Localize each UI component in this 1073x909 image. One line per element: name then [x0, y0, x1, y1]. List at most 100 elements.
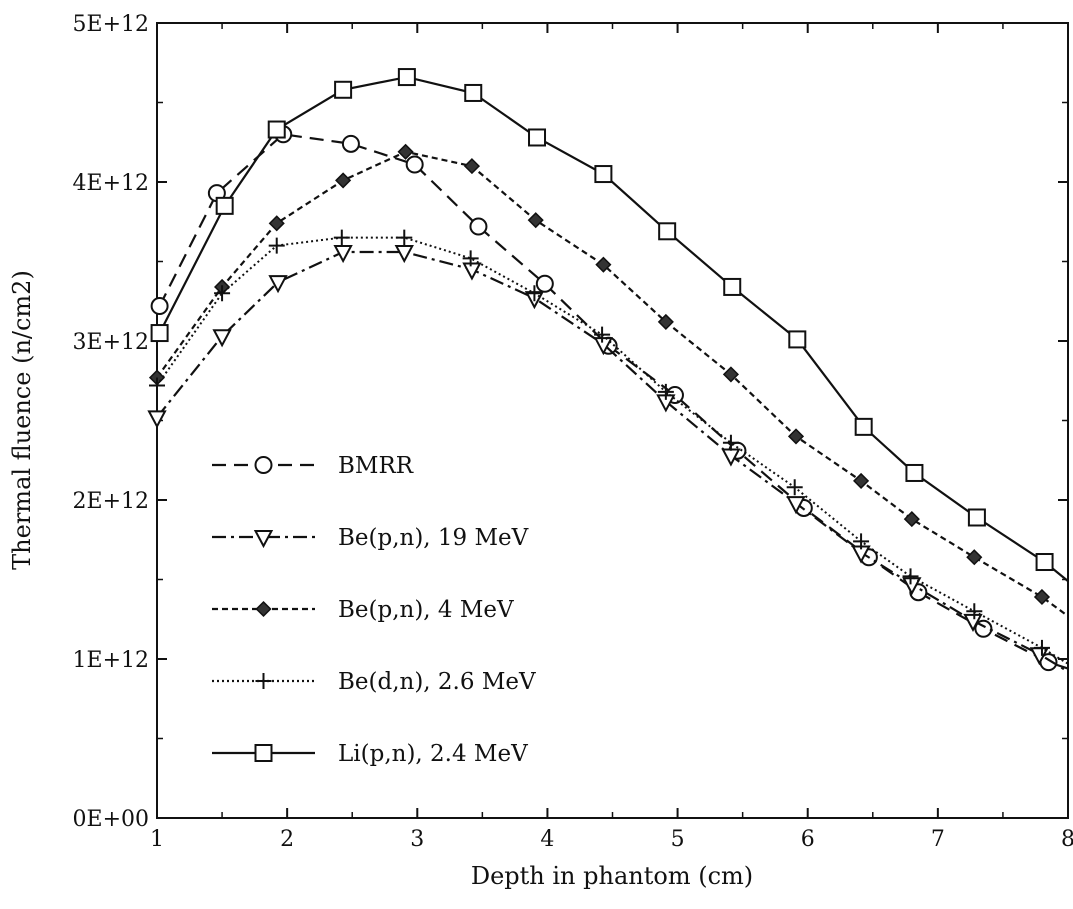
legend-label: Be(p,n), 4 MeV — [338, 597, 514, 623]
data-point — [658, 222, 677, 241]
y-tick-label: 3E+12 — [73, 330, 149, 355]
legend-label: Be(d,n), 2.6 MeV — [338, 669, 536, 695]
legend-item: Li(p,n), 2.4 MeV — [212, 741, 528, 767]
data-point — [396, 229, 413, 246]
data-point — [335, 172, 352, 189]
series-line — [156, 250, 1069, 673]
data-point — [963, 613, 983, 632]
x-axis-label: Depth in phantom (cm) — [471, 862, 753, 890]
series-4 — [149, 229, 1069, 665]
series-line — [158, 133, 1069, 670]
legend: BMRR Be(p,n), 19 MeV Be(p,n), 4 MeV Be(d,n)… — [212, 453, 536, 767]
x-tick-label: 2 — [280, 827, 294, 852]
legend-marker — [255, 600, 272, 618]
x-tick-label: 7 — [931, 827, 945, 852]
data-point — [967, 508, 986, 527]
data-point — [1033, 639, 1050, 656]
y-axis-label: Thermal fluence (n/cm2) — [8, 270, 36, 570]
x-tick-label: 8 — [1061, 827, 1073, 852]
data-point — [215, 196, 234, 215]
legend-label: Li(p,n), 2.4 MeV — [338, 741, 528, 767]
legend-item: BMRR — [212, 453, 414, 479]
data-point — [462, 262, 482, 281]
y-tick-label: 4E+12 — [73, 171, 149, 196]
data-point — [394, 244, 414, 264]
data-point — [149, 377, 165, 394]
legend-marker — [254, 744, 273, 762]
data-point — [147, 410, 167, 429]
data-point — [464, 83, 483, 102]
data-point — [594, 326, 611, 343]
data-point — [786, 479, 803, 496]
legend-marker — [253, 530, 274, 549]
data-point — [657, 313, 674, 330]
data-point — [1033, 588, 1051, 606]
x-tick-label: 3 — [410, 827, 424, 852]
data-point — [593, 337, 614, 356]
data-point — [902, 568, 919, 585]
data-point — [786, 496, 806, 515]
data-point — [594, 165, 613, 184]
data-point — [268, 275, 288, 294]
data-point — [853, 472, 870, 489]
series-line — [156, 150, 1069, 617]
data-point — [722, 434, 739, 451]
data-point — [1035, 553, 1054, 572]
y-tick-label: 2E+12 — [73, 489, 149, 514]
data-point — [405, 155, 424, 174]
data-point — [527, 212, 544, 229]
data-point — [341, 134, 360, 153]
x-tick-label: 4 — [540, 827, 554, 852]
data-point — [334, 80, 353, 99]
legend-item: Be(p,n), 19 MeV — [212, 525, 529, 551]
data-point — [905, 463, 924, 482]
y-tick-label: 0E+00 — [73, 807, 149, 832]
data-point — [657, 383, 674, 400]
y-axis: 0E+00 1E+12 2E+12 3E+12 4E+12 5E+12 — [73, 12, 1068, 832]
data-point — [535, 274, 554, 293]
x-tick-label: 5 — [671, 827, 685, 852]
series-line — [158, 75, 1069, 582]
data-point — [966, 603, 983, 620]
data-point — [854, 417, 873, 436]
x-tick-label: 1 — [150, 827, 164, 852]
legend-label: BMRR — [338, 453, 414, 479]
series-2 — [147, 244, 1069, 673]
data-point — [463, 158, 481, 175]
y-tick-label: 5E+12 — [73, 12, 149, 37]
data-point — [150, 324, 169, 343]
data-point — [212, 329, 232, 348]
legend-item: Be(p,n), 4 MeV — [212, 597, 514, 623]
data-point — [214, 285, 231, 302]
series-1 — [150, 125, 1069, 672]
data-point — [333, 229, 350, 246]
data-point — [722, 366, 739, 383]
data-point — [268, 237, 285, 254]
data-point — [903, 511, 920, 528]
series-3 — [148, 143, 1069, 617]
legend-label: Be(p,n), 19 MeV — [338, 525, 529, 551]
data-point — [469, 217, 488, 236]
plot-frame — [156, 22, 1069, 819]
data-point — [526, 285, 543, 302]
series-5 — [150, 68, 1069, 582]
data-point — [397, 143, 414, 160]
data-point — [268, 215, 285, 232]
data-point — [462, 250, 479, 267]
data-point — [787, 428, 805, 445]
data-point — [853, 533, 870, 550]
data-point — [966, 549, 983, 566]
data-point — [595, 256, 612, 273]
data-point — [150, 297, 169, 316]
data-point — [528, 128, 547, 147]
series-layer — [147, 68, 1069, 673]
data-point — [902, 577, 922, 596]
x-tick-label: 6 — [801, 827, 815, 852]
data-point — [788, 330, 807, 349]
data-point — [397, 68, 416, 87]
legend-marker — [254, 456, 273, 474]
x-axis: 1 2 3 4 5 6 7 8 — [150, 23, 1073, 852]
series-line — [156, 236, 1069, 665]
data-point — [723, 277, 742, 296]
